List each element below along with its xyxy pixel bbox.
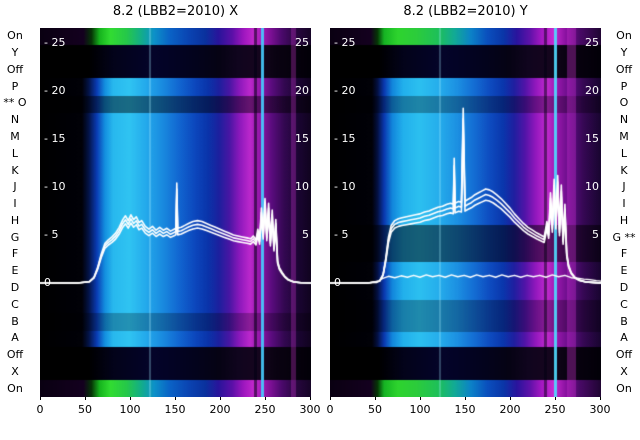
x-tick-mark [420, 397, 421, 400]
row-label-left: B [11, 314, 19, 328]
row-label-right: D [619, 280, 629, 294]
row-label-left: A [11, 331, 19, 345]
row-label-right: I [622, 197, 626, 211]
row-label-left: Off [6, 62, 24, 76]
y-inner-tick-left: 0 [44, 276, 51, 289]
x-tick-label: 200 [209, 403, 231, 416]
row-label-right: N [619, 113, 629, 127]
row-label-right: A [620, 331, 628, 345]
x-tick-mark [600, 397, 601, 400]
row-label-left: K [11, 163, 19, 177]
y-inner-tick-left: - 5 [334, 228, 349, 241]
y-inner-tick-right: 10 [585, 180, 599, 193]
row-label-left: D [10, 280, 20, 294]
row-label-right: Off [615, 62, 633, 76]
x-tick-mark [555, 397, 556, 400]
heatmap-x [40, 28, 311, 397]
x-tick-label: 250 [254, 403, 276, 416]
row-label-right: B [620, 314, 628, 328]
y-inner-tick-right: 5 [592, 228, 599, 241]
row-label-right: P [620, 79, 628, 93]
y-inner-tick-left: - 25 [334, 36, 356, 49]
row-label-right: L [620, 146, 628, 160]
x-tick-label: 150 [454, 403, 476, 416]
x-tick-mark [510, 397, 511, 400]
row-label-left: On [7, 381, 23, 395]
x-tick-mark [330, 397, 331, 400]
row-label-left: E [11, 264, 19, 278]
x-tick-label: 0 [36, 403, 44, 416]
row-label-left: P [11, 79, 19, 93]
row-label-right: On [616, 29, 632, 43]
x-tick-label: 200 [499, 403, 521, 416]
row-label-right: On [616, 381, 632, 395]
x-tick-mark [465, 397, 466, 400]
x-tick-label: 100 [119, 403, 141, 416]
x-tick-mark [130, 397, 131, 400]
row-label-right: G ** [612, 230, 636, 244]
y-inner-tick-left: 0 [334, 276, 341, 289]
row-label-left: L [11, 146, 19, 160]
x-tick-label: 50 [78, 403, 92, 416]
row-label-left: Off [6, 348, 24, 362]
x-tick-mark [375, 397, 376, 400]
x-tick-mark [220, 397, 221, 400]
y-inner-tick-right: 5 [302, 228, 309, 241]
y-inner-tick-right: 20 [585, 84, 599, 97]
row-label-left: M [10, 130, 20, 144]
y-inner-tick-left: - 15 [44, 132, 66, 145]
y-inner-tick-left: - 15 [334, 132, 356, 145]
heatmap-y [330, 28, 601, 397]
row-label-right: C [620, 297, 628, 311]
y-inner-tick-left: - 10 [44, 180, 66, 193]
row-label-left: H [10, 213, 20, 227]
x-tick-mark [310, 397, 311, 400]
x-tick-mark [85, 397, 86, 400]
row-label-right: H [619, 213, 629, 227]
row-label-left: On [7, 29, 23, 43]
row-label-right: M [619, 130, 629, 144]
y-inner-tick-left: - 20 [44, 84, 66, 97]
y-inner-tick-left: - 10 [334, 180, 356, 193]
row-label-right: K [620, 163, 628, 177]
y-inner-tick-right: 15 [295, 132, 309, 145]
row-label-left: J [13, 180, 17, 194]
y-inner-tick-right: 10 [295, 180, 309, 193]
row-label-right: F [620, 247, 628, 261]
x-tick-mark [40, 397, 41, 400]
chart-title-x: 8.2 (LBB2=2010) X [112, 4, 239, 19]
y-inner-tick-left: - 25 [44, 36, 66, 49]
y-inner-tick-left: - 20 [334, 84, 356, 97]
row-label-right: X [620, 364, 628, 378]
row-label-right: Off [615, 348, 633, 362]
x-tick-label: 0 [326, 403, 334, 416]
y-inner-tick-left: - 5 [44, 228, 59, 241]
y-inner-tick-right: 20 [295, 84, 309, 97]
row-label-left: X [11, 364, 19, 378]
x-tick-label: 50 [368, 403, 382, 416]
x-tick-label: 150 [164, 403, 186, 416]
x-tick-label: 300 [589, 403, 611, 416]
row-label-left: F [11, 247, 19, 261]
row-label-left: G [10, 230, 20, 244]
row-label-right: J [622, 180, 626, 194]
x-tick-mark [265, 397, 266, 400]
y-inner-tick-right: 25 [295, 36, 309, 49]
row-label-left: N [10, 113, 20, 127]
x-tick-label: 250 [544, 403, 566, 416]
row-label-left: Y [11, 46, 19, 60]
y-inner-tick-right: 25 [585, 36, 599, 49]
chart-title-y: 8.2 (LBB2=2010) Y [403, 4, 528, 19]
row-label-left: ** O [3, 96, 27, 110]
row-label-right: E [620, 264, 628, 278]
x-tick-label: 300 [299, 403, 321, 416]
x-tick-label: 100 [409, 403, 431, 416]
row-label-right: Y [620, 46, 628, 60]
y-inner-tick-right: 15 [585, 132, 599, 145]
row-label-left: C [11, 297, 19, 311]
row-label-right: O [619, 96, 629, 110]
x-tick-mark [175, 397, 176, 400]
row-label-left: I [13, 197, 17, 211]
